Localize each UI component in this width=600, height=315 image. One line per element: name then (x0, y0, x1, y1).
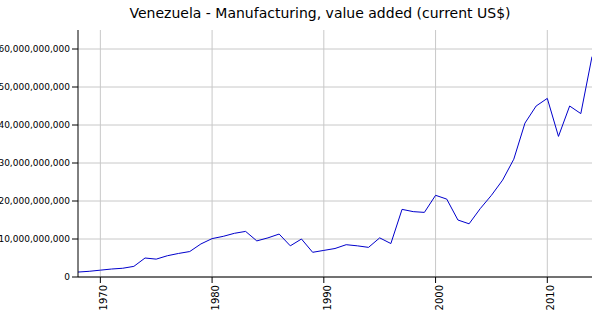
svg-text:2000: 2000 (434, 285, 445, 310)
svg-text:60,000,000,000: 60,000,000,000 (8, 44, 70, 54)
svg-text:30,000,000,000: 30,000,000,000 (8, 158, 70, 168)
svg-text:40,000,000,000: 40,000,000,000 (8, 120, 70, 130)
svg-text:1970: 1970 (98, 285, 109, 310)
svg-text:1990: 1990 (322, 285, 333, 310)
html-text:Venezuela - Manufacturing, val: Venezuela - Manufacturing, value added (… (129, 5, 511, 21)
svg-text:0: 0 (64, 272, 70, 282)
svg-text:50,000,000,000: 50,000,000,000 (8, 82, 70, 92)
svg-text:20,000,000,000: 20,000,000,000 (8, 196, 70, 206)
svg-text:1980: 1980 (210, 285, 221, 310)
svg-text:10,000,000,000: 10,000,000,000 (8, 234, 70, 244)
svg-text:2010: 2010 (545, 285, 556, 310)
